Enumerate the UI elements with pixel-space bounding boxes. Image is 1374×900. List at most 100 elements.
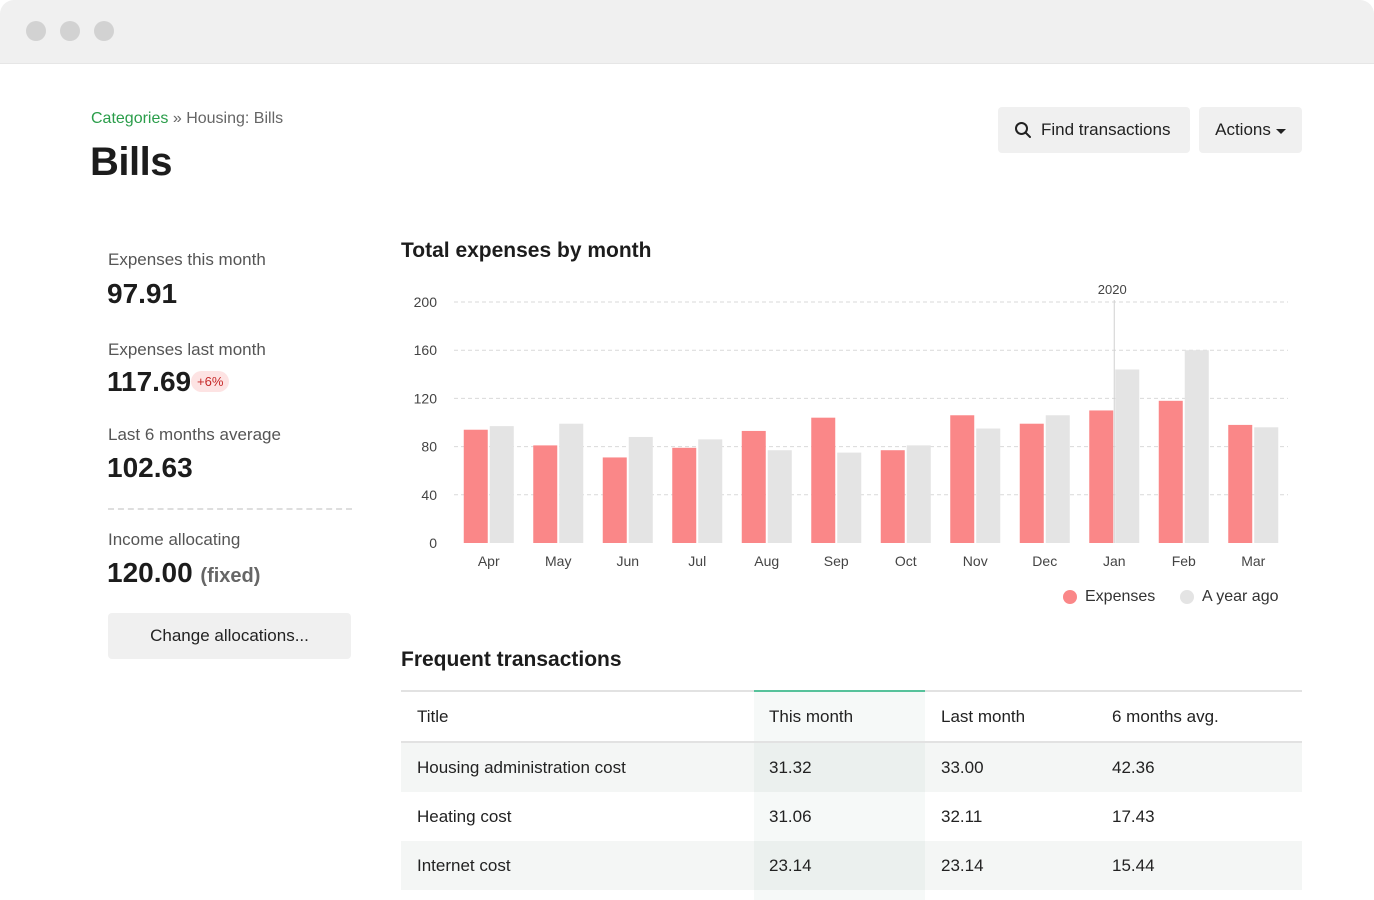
- bar-year-ago: [767, 450, 792, 543]
- cell-this-month: 23.14: [769, 855, 812, 875]
- legend-year-ago-swatch: [1180, 590, 1194, 604]
- y-tick-label: 80: [421, 439, 437, 455]
- bar-year-ago: [1115, 369, 1140, 543]
- bar-expenses: [1019, 423, 1044, 543]
- x-tick-label: Jul: [688, 553, 706, 569]
- bar-expenses: [1228, 424, 1253, 543]
- bar-expenses: [1158, 400, 1183, 543]
- bar-expenses: [1089, 410, 1114, 543]
- change-badge: +6%: [191, 371, 230, 392]
- bar-year-ago: [837, 452, 862, 543]
- transactions-title: Frequent transactions: [401, 648, 622, 671]
- breadcrumb-current: Housing: Bills: [186, 110, 284, 127]
- window-close-dot[interactable]: [26, 21, 46, 41]
- bar-year-ago: [976, 428, 1001, 543]
- six-month-average-value: 102.63: [107, 452, 193, 483]
- bar-expenses: [463, 429, 488, 543]
- expenses-last-month-label: Expenses last month: [108, 340, 266, 359]
- bar-expenses: [950, 415, 975, 543]
- column-header-this-month[interactable]: This month: [769, 706, 854, 726]
- x-tick-label: Jun: [616, 553, 639, 569]
- table-row-cells: Internet cost 23.14 23.14 15.44: [401, 841, 1302, 890]
- cell-last-month: 32.11: [941, 806, 983, 826]
- cell-six-months-avg: 15.44: [1112, 855, 1155, 875]
- column-header-six-months-avg[interactable]: 6 months avg.: [1112, 706, 1219, 726]
- table-row[interactable]: [401, 743, 1302, 792]
- page-title: Bills: [90, 140, 172, 184]
- income-allocating-value: 120.00 (fixed): [107, 557, 260, 589]
- income-fixed-note: (fixed): [200, 565, 261, 587]
- legend-expenses[interactable]: Expenses: [1063, 588, 1155, 606]
- y-tick-label: 160: [414, 342, 438, 358]
- actions-label: Actions: [1215, 120, 1271, 139]
- window-maximize-dot[interactable]: [94, 21, 114, 41]
- y-tick-label: 0: [429, 535, 437, 551]
- actions-dropdown-button[interactable]: Actions: [1199, 107, 1302, 153]
- cell-last-month: 23.14: [941, 855, 984, 875]
- table-header: Title This month Last month 6 months avg…: [401, 692, 1302, 743]
- bar-expenses: [811, 417, 836, 543]
- breadcrumb-separator: »: [172, 110, 182, 127]
- find-transactions-label: Find transactions: [1041, 120, 1171, 139]
- chart-title: Total expenses by month: [401, 239, 652, 262]
- column-header-title[interactable]: Title: [417, 706, 449, 726]
- y-tick-label: 200: [414, 294, 438, 310]
- legend-year-ago[interactable]: A year ago: [1180, 588, 1279, 606]
- x-tick-label: Sep: [824, 553, 849, 569]
- caret-down-icon: [1275, 128, 1286, 134]
- bar-year-ago: [628, 436, 653, 543]
- x-tick-label: Oct: [895, 553, 917, 569]
- bar-expenses: [880, 450, 905, 543]
- cell-this-month: 31.32: [769, 757, 812, 777]
- y-tick-label: 40: [421, 487, 437, 503]
- bar-year-ago: [906, 445, 931, 543]
- sorted-column-indicator: [754, 690, 925, 692]
- x-tick-label: Dec: [1032, 553, 1057, 569]
- bar-expenses: [533, 445, 558, 543]
- y-tick-label: 120: [414, 390, 438, 406]
- bar-year-ago: [1184, 350, 1209, 543]
- cell-title: Internet cost: [417, 855, 511, 875]
- table-row-cells: Heating cost 31.06 32.11 17.43: [401, 792, 1302, 841]
- bar-year-ago: [489, 426, 514, 543]
- find-transactions-button[interactable]: Find transactions: [998, 107, 1190, 153]
- x-tick-label: Feb: [1172, 553, 1196, 569]
- x-tick-label: Nov: [963, 553, 988, 569]
- cell-six-months-avg: 17.43: [1112, 806, 1155, 826]
- bar-expenses: [672, 447, 697, 543]
- income-amount: 120.00: [107, 557, 193, 588]
- bar-year-ago: [698, 439, 723, 543]
- legend-year-ago-label: A year ago: [1202, 588, 1279, 605]
- expenses-last-month-value: 117.69: [107, 366, 192, 397]
- six-month-average-label: Last 6 months average: [108, 425, 281, 444]
- bar-expenses: [602, 457, 627, 543]
- bar-year-ago: [1045, 415, 1070, 543]
- legend-expenses-swatch: [1063, 590, 1077, 604]
- x-tick-label: Jan: [1103, 553, 1126, 569]
- expenses-bar-chart: 0 40 80 120 160 200 Apr May Jun Jul Aug Sep Oct Nov De…: [414, 282, 1288, 569]
- bar-year-ago: [1254, 427, 1279, 543]
- x-tick-label: May: [545, 553, 571, 569]
- bar-year-ago: [559, 423, 584, 543]
- x-tick-label: Apr: [478, 553, 500, 569]
- cell-this-month: 31.06: [769, 806, 812, 826]
- year-marker-label: 2020: [1098, 282, 1127, 297]
- cell-title: Housing administration cost: [417, 757, 626, 777]
- income-allocating-label: Income allocating: [108, 530, 241, 549]
- column-header-last-month[interactable]: Last month: [941, 706, 1026, 726]
- x-tick-label: Mar: [1241, 553, 1265, 569]
- table-row[interactable]: [401, 841, 1302, 890]
- x-tick-label: Aug: [754, 553, 779, 569]
- expenses-this-month-label: Expenses this month: [108, 250, 266, 269]
- table-row-cells: Housing administration cost 31.32 33.00 …: [401, 743, 1302, 792]
- cell-last-month: 33.00: [941, 757, 984, 777]
- cell-title: Heating cost: [417, 806, 512, 826]
- change-allocations-button[interactable]: Change allocations...: [108, 613, 351, 659]
- expenses-this-month-value: 97.91: [107, 278, 178, 309]
- cell-six-months-avg: 42.36: [1112, 757, 1155, 777]
- stats-divider: [108, 508, 352, 510]
- legend-expenses-label: Expenses: [1085, 588, 1156, 605]
- window-minimize-dot[interactable]: [60, 21, 80, 41]
- window-titlebar: [0, 0, 1374, 64]
- breadcrumb-categories-link[interactable]: Categories: [91, 110, 169, 127]
